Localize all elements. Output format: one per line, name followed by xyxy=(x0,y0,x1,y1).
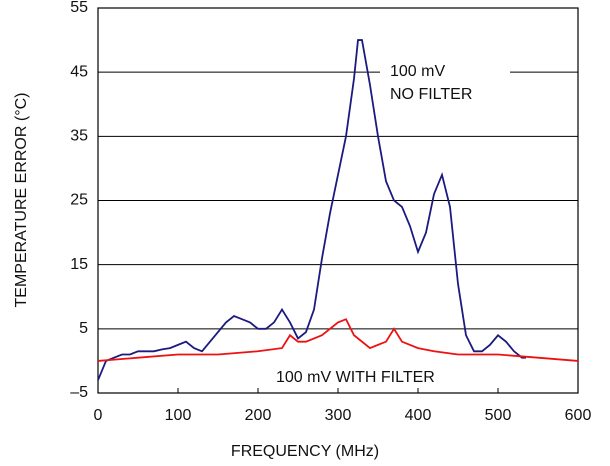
annotation: 100 mV WITH FILTER xyxy=(276,369,435,386)
y-tick-label: –5 xyxy=(70,384,88,401)
plot-frame xyxy=(97,7,579,394)
y-tick-label: 45 xyxy=(70,63,88,80)
series-line xyxy=(97,39,526,381)
x-tick-label: 0 xyxy=(94,407,103,424)
y-tick-label: 5 xyxy=(79,320,88,337)
x-tick-label: 600 xyxy=(565,407,592,424)
y-tick-label: 35 xyxy=(70,128,88,145)
y-tick-label: 25 xyxy=(70,192,88,209)
x-tick-label: 200 xyxy=(245,407,272,424)
series-line xyxy=(97,318,579,362)
annotation-bg xyxy=(380,60,510,110)
y-axis-title: TEMPERATURE ERROR (°C) xyxy=(13,93,30,308)
x-tick-label: 100 xyxy=(165,407,192,424)
x-tick-label: 300 xyxy=(325,407,352,424)
x-tick-label: 500 xyxy=(485,407,512,424)
y-tick-label: 55 xyxy=(70,0,88,16)
x-tick-label: 400 xyxy=(405,407,432,424)
annotation: 100 mV xyxy=(390,63,445,80)
annotation: NO FILTER xyxy=(390,86,472,103)
y-tick-label: 15 xyxy=(70,256,88,273)
x-axis-title: FREQUENCY (MHz) xyxy=(231,443,379,460)
